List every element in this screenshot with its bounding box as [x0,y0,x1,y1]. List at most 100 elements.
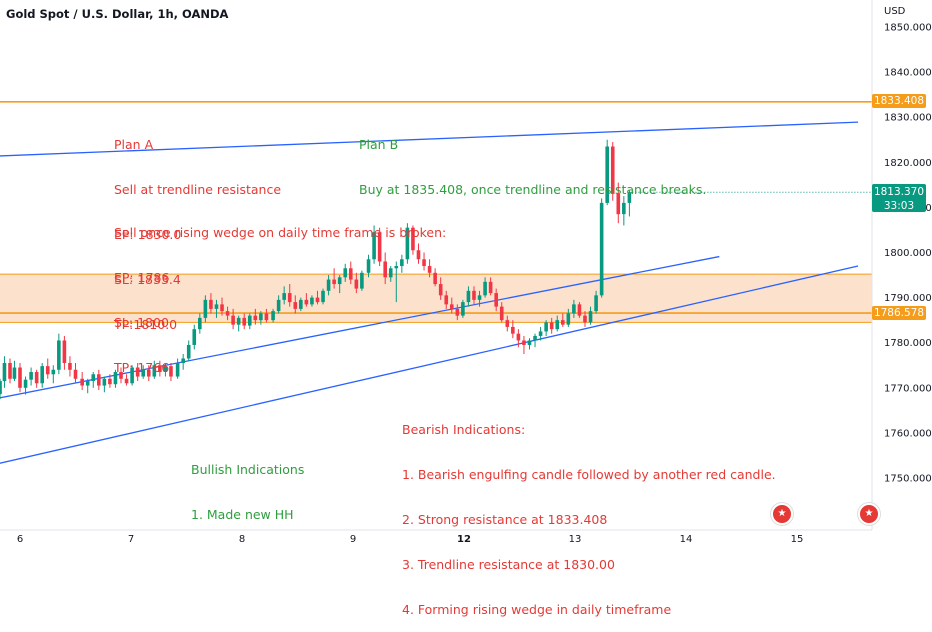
candle-body [163,366,168,373]
candle-body [85,381,90,386]
plan-b-line: Buy at 1835.408, once trendline and resi… [359,182,707,197]
candle-body [366,259,371,273]
candle-body [516,333,521,341]
bearish-line: 4. Forming rising wedge in daily timefra… [402,602,672,617]
plan-a-line: EP: 1830.0 [114,227,182,242]
candle-body [264,313,269,321]
candle-body [411,227,415,251]
candle-body [360,272,364,289]
candle-body [444,295,449,305]
time-tick-label: 12 [457,534,471,545]
time-tick-label: 6 [17,534,23,545]
candle-body [91,374,96,382]
candle-body [2,362,7,382]
price-tick-label: 1750.000 [884,474,932,485]
candles [0,139,632,400]
trendlines[interactable] [0,121,859,466]
candle-body [438,284,443,296]
candle-body [405,227,410,260]
us-flag-event-icon[interactable]: ★ [771,503,793,525]
wedge-line: Sell once rising wedge on daily time fra… [114,225,447,240]
us-flag-event-icon[interactable]: ★ [858,503,880,525]
last-price-label: 1813.370 33:03 [872,184,926,212]
plan-b-annotation: Plan B Buy at 1835.408, once trendline a… [359,107,706,212]
candle-body [416,250,421,260]
time-tick-label: 13 [569,534,582,545]
candle-body [577,304,582,316]
candle-body [372,232,376,260]
candle-body [242,317,247,326]
candle-body [337,277,342,285]
candle-body [192,329,197,345]
candle-body [394,266,399,269]
price-tick-label: 1820.000 [884,158,932,169]
candle-body [427,266,432,273]
axes: 1750.000 1760.000 1770.000 1780.000 1790.000… [0,0,932,545]
candle-body [18,367,22,388]
price-tick-label: 1850.000 [884,23,932,34]
wedge-lower-trendline[interactable] [0,265,859,466]
candle-body [348,268,353,280]
candle-body [488,281,493,294]
candle-body [8,362,12,379]
plan-a-line: TP:1810.0 [114,317,178,332]
candle-body [293,302,298,309]
resistance-price-label: 1833.408 [872,94,926,108]
candle-body [588,311,593,323]
price-tick-label: 1780.000 [884,338,932,349]
candle-body [527,340,532,345]
candle-body [62,340,67,363]
candle-body [152,365,157,377]
candle-body [130,367,134,384]
price-tick-label: 1830.000 [884,113,932,124]
candle-body [522,340,526,345]
candle-body [610,146,615,194]
candle-body [326,279,331,291]
candle-body [400,259,404,267]
candle-body [422,259,426,267]
candle-body [23,379,28,388]
wedge-line: TP: 1766 [114,360,170,375]
candle-body [175,362,180,377]
candle-body [231,315,235,325]
candle-body [186,344,191,359]
candle-body [505,320,510,327]
candle-body [287,293,292,303]
candle-body [533,335,537,341]
candle-body [583,315,587,323]
bearish-line: Bearish Indications: [402,422,526,437]
candle-body [566,313,571,325]
candle-body [538,331,543,336]
candle-body [135,367,140,377]
plan-a-line: SL: 1833.4 [114,272,181,287]
candle-body [80,378,84,386]
candle-body [616,193,621,215]
bearish-line: 3. Trendline resistance at 1830.00 [402,557,615,572]
candle-body [0,381,2,395]
bullish-line: 1. Made new HH [191,507,294,522]
plan-b-line: Plan B [359,137,399,152]
candle-body [119,372,123,379]
price-chart[interactable]: 1750.000 1760.000 1770.000 1780.000 1790.000… [0,0,932,550]
candle-body [141,369,146,377]
chart-title: Gold Spot / U.S. Dollar, 1h, OANDA [6,7,229,21]
wedge-mid-trendline[interactable] [0,255,720,401]
plan-a-line: Sell at trendline resistance [114,182,282,197]
candle-body [45,366,50,375]
candle-body [271,311,275,321]
bearish-annotation: Bearish Indications: 1. Bearish engulfin… [402,392,776,632]
candle-body [247,315,252,326]
wedge-upper-trendline[interactable] [0,121,859,157]
bearish-line: 2. Strong resistance at 1833.408 [402,512,608,527]
candle-body [225,311,230,316]
candle-body [549,322,554,330]
candle-body [113,372,118,385]
wedge-annotation: Sell once rising wedge on daily time fra… [114,195,446,390]
candle-body [34,372,39,384]
candle-body [599,202,604,296]
plan-a-annotation: Plan A Sell at trendline resistance EP: … [114,107,281,347]
plan-a-line: Plan A [114,137,154,152]
candle-body [108,378,112,385]
candle-body [209,299,213,309]
candle-body [377,232,382,262]
